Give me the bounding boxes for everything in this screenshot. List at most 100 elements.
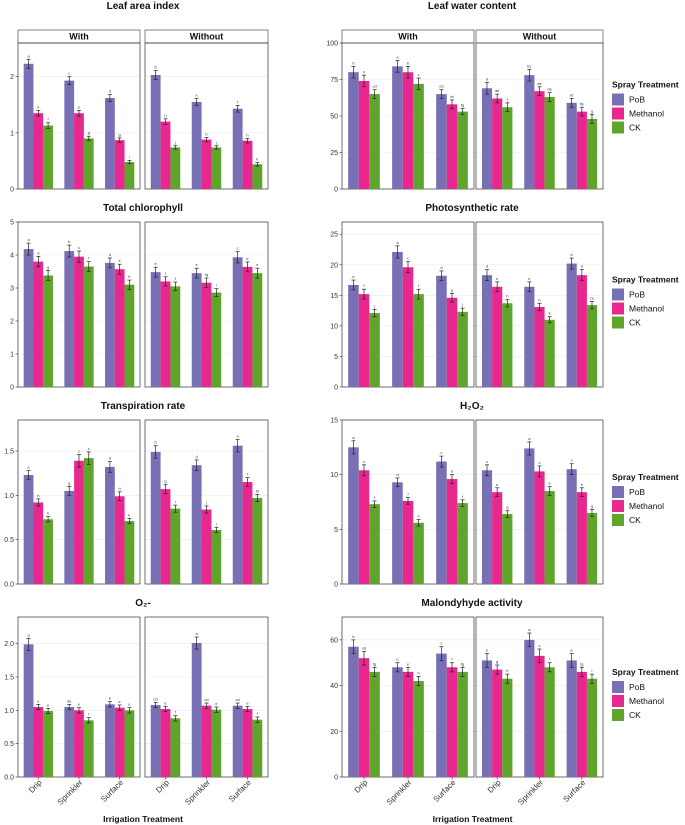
x-tick-label-sprinkler: Sprinkler <box>183 778 212 807</box>
legend-label-methanol: Methanol <box>629 109 664 119</box>
bar-methanol-surface <box>114 140 125 189</box>
bar-ck-drip <box>170 718 181 777</box>
bar-ck-sprinkler <box>544 319 555 387</box>
y-tick-label: 60 <box>330 637 338 644</box>
panel-without: Without b e f h h h j j k <box>144 29 269 190</box>
significance-label: e <box>352 274 355 279</box>
significance-label: d <box>37 250 39 255</box>
y-tick-label: 2 <box>10 74 14 81</box>
chart-total-chlorophyll: Total chlorophyll a b d d c e g f h 0 1 2 3 4 5 e e c f fg e f… <box>10 203 269 392</box>
bar-pob-surface <box>232 108 243 189</box>
bar-methanol-surface <box>576 492 587 584</box>
significance-label: b <box>68 239 71 244</box>
bar-ck-surface <box>252 498 263 584</box>
y-tick-label: 4 <box>10 253 14 260</box>
significance-label: fg <box>205 272 208 277</box>
bar-methanol-surface <box>114 496 125 584</box>
significance-label: f <box>165 271 167 276</box>
y-tick-label: 75 <box>330 77 338 84</box>
bar-ck-surface <box>457 311 468 387</box>
bar-pob-drip <box>150 75 161 189</box>
significance-label: h <box>417 670 419 675</box>
bar-pob-surface <box>105 466 115 584</box>
bar-pob-surface <box>232 445 243 584</box>
bar-methanol-drip <box>33 261 44 387</box>
bar-pob-drip <box>23 249 34 387</box>
bar-ck-drip <box>502 514 513 584</box>
significance-label: j <box>215 140 217 145</box>
legend-label-pob: PoB <box>629 487 645 497</box>
x-tick-label-sprinkler: Sprinkler <box>516 778 545 807</box>
significance-label: e <box>256 262 259 267</box>
significance-label: g <box>164 479 166 484</box>
significance-label: h <box>538 297 540 302</box>
y-tick-label: 0.0 <box>4 775 14 782</box>
y-tick-label: 0 <box>334 385 338 392</box>
significance-label: e <box>486 648 489 653</box>
legend-swatch-ck <box>612 316 624 329</box>
significance-label: bc <box>527 63 531 68</box>
significance-label: a <box>396 55 399 60</box>
bar-ck-surface <box>252 719 263 777</box>
significance-label: k <box>256 157 258 162</box>
significance-label: e <box>571 648 574 653</box>
bar-methanol-surface <box>114 269 125 387</box>
bar-methanol-sprinkler <box>534 655 545 777</box>
significance-label: e <box>246 256 249 261</box>
significance-label: hi <box>590 295 593 300</box>
y-tick-label: 10 <box>330 472 338 479</box>
panel-with: With b a cd c b ef cd c fg 0 25 50 75 100 <box>326 29 475 194</box>
significance-label: k <box>549 311 551 316</box>
bar-methanol-surface <box>242 140 253 189</box>
significance-label: a <box>27 237 30 242</box>
legend: Spray Treatment PoB Methanol CK <box>612 472 679 526</box>
bar-pob-sprinkler <box>392 251 403 387</box>
legend-label-pob: PoB <box>629 290 645 300</box>
significance-label: cd <box>204 697 208 702</box>
y-tick-label: 3 <box>10 286 14 293</box>
significance-label: e <box>407 661 410 666</box>
bar-pob-drip <box>23 644 34 777</box>
x-tick-label-drip: Drip <box>154 778 171 795</box>
significance-label: e <box>396 657 399 662</box>
bar-ck-drip <box>369 671 380 777</box>
y-tick-label: 15 <box>330 418 338 425</box>
significance-label: f <box>549 657 551 662</box>
x-tick-label-sprinkler: Sprinkler <box>385 778 414 807</box>
significance-label: cd <box>154 696 158 701</box>
bar-pob-sprinkler <box>191 273 202 387</box>
y-tick-label: 1 <box>10 352 14 359</box>
bar-pob-sprinkler <box>524 448 535 584</box>
bar-pob-surface <box>566 102 577 189</box>
bar-methanol-surface <box>446 104 458 189</box>
bar-pob-sprinkler <box>191 101 202 189</box>
significance-label: h <box>164 113 166 118</box>
y-tick-label: 0 <box>10 385 14 392</box>
bar-ck-sprinkler <box>83 266 94 387</box>
significance-label: c <box>363 69 365 74</box>
y-tick-label: 2 <box>10 319 14 326</box>
bar-ck-sprinkler <box>413 83 424 189</box>
significance-label: f <box>88 712 90 717</box>
bar-pob-sprinkler <box>392 667 403 777</box>
bar-methanol-sprinkler <box>534 91 545 189</box>
bar-pob-surface <box>436 461 447 584</box>
bar-ck-drip <box>502 303 513 387</box>
significance-label: e <box>47 702 50 707</box>
bar-methanol-sprinkler <box>74 113 84 189</box>
chart-h-o: H₂O₂ a d c c f d f h f 0 5 10 15 c a c e c e g e g Spray Treatm… <box>330 401 679 589</box>
x-tick-label-surface: Surface <box>227 778 253 804</box>
significance-label: e <box>246 700 249 705</box>
significance-label: h <box>128 274 130 279</box>
y-tick-label: 0 <box>334 582 338 589</box>
legend: Spray Treatment PoB Methanol CK <box>612 667 679 721</box>
significance-label: g <box>68 480 70 485</box>
bar-ck-surface <box>586 118 598 189</box>
facet-label: With <box>398 32 417 42</box>
legend-swatch-pob <box>612 486 624 498</box>
significance-label: e <box>215 701 218 706</box>
y-tick-label: 0.0 <box>4 582 14 589</box>
bar-ck-surface <box>586 512 598 584</box>
bar-methanol-drip <box>492 669 503 777</box>
